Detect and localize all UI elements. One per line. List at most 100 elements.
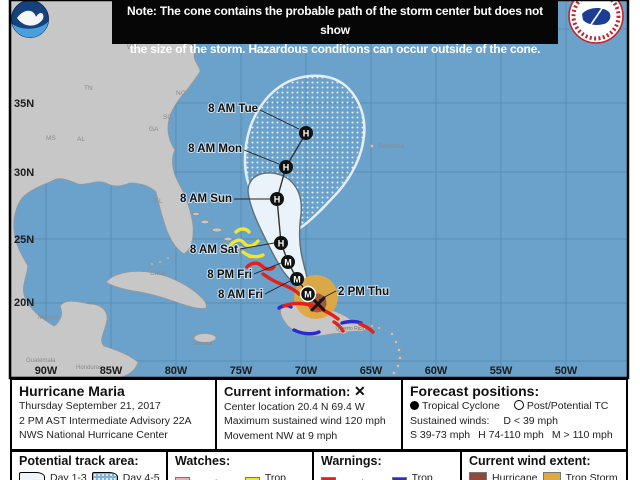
- marker-letter: M: [293, 274, 301, 284]
- place-label: MS: [46, 135, 56, 142]
- marker-letter: H: [274, 194, 281, 204]
- lon-label: 50W: [555, 365, 578, 377]
- trop-storm-watch-segments: [227, 227, 265, 259]
- storm-info-panel: Hurricane Maria Thursday September 21, 2…: [12, 380, 217, 449]
- track-time-label: 8 PM Fri: [207, 269, 252, 281]
- wind-category-d: D < 39 mph: [503, 414, 558, 427]
- max-sustained-wind: Maximum sustained wind 120 mph: [224, 415, 386, 428]
- lon-label: 70W: [295, 365, 318, 377]
- day1-3-label: Day 1-3: [50, 472, 87, 480]
- latitude-labels: 35N 30N 25N 20N: [14, 98, 34, 309]
- tropical-cyclone-dot-icon: [410, 401, 419, 411]
- advisory-date: Thursday September 21, 2017: [19, 400, 161, 413]
- place-labels: WV TN NC SC GA MS AL FL Mexico Cuba Jama…: [26, 44, 405, 371]
- wind-category-s: S 39-73 mph: [410, 429, 471, 442]
- legend-track-area: Potential track area: Day 1-3 Day 4-5: [12, 452, 168, 480]
- nws-logo-icon: [568, 0, 624, 44]
- track-time-label: 8 AM Tue: [208, 103, 258, 115]
- trop-storm-watch-swatch: [245, 477, 260, 480]
- advisory-info-bar: Hurricane Maria Thursday September 21, 2…: [10, 378, 628, 451]
- place-label: WV: [127, 44, 138, 51]
- marker-letter: H: [278, 238, 285, 248]
- trop-storm-warning-label: Trop Storm: [411, 471, 433, 480]
- hurricane-warning-segments: [245, 261, 375, 334]
- post-tc-label: Post/Potential TC: [526, 400, 609, 413]
- track-time-label: 8 AM Sun: [180, 193, 232, 205]
- trop-storm-wind-extent-label: Trop Storm: [565, 472, 618, 480]
- marker-letter: M: [304, 289, 312, 299]
- longitude-labels: 90W 85W 80W 75W 70W 65W 60W 55W 50W: [35, 365, 578, 377]
- lon-label: 55W: [490, 365, 513, 377]
- forecast-positions-panel: Forecast positions: Tropical Cyclone Post…: [403, 380, 626, 449]
- place-label: Mexico: [38, 314, 59, 321]
- forecast-position-markers: M M M H H H H: [270, 126, 317, 303]
- current-position-symbol: ✕: [354, 383, 366, 399]
- storm-title: Hurricane Maria: [19, 383, 125, 399]
- hurricane-watch-label: Hurricane: [195, 478, 241, 480]
- note-line-2: the size of the storm. Hazardous conditi…: [129, 42, 541, 57]
- place-label: NC: [176, 90, 186, 97]
- trop-storm-warning-swatch: [391, 477, 407, 480]
- place-label: Bermuda: [378, 143, 405, 150]
- hurricane-symbol-icon: [310, 296, 326, 312]
- trop-storm-watch-label: Trop Storm: [264, 471, 287, 480]
- marker-letter: M: [284, 257, 292, 267]
- advisory-number: 2 PM AST Intermediate Advisory 22A: [19, 414, 192, 427]
- movement: Movement NW at 9 mph: [224, 429, 338, 442]
- forecast-positions-title: Forecast positions:: [410, 383, 540, 399]
- lon-label: 65W: [360, 365, 383, 377]
- hurricane-watch-swatch: [175, 477, 190, 480]
- lon-label: 60W: [425, 365, 448, 377]
- place-label: FL: [155, 198, 163, 205]
- post-tc-circle-icon: [513, 400, 524, 411]
- lon-label: 75W: [230, 365, 253, 377]
- track-area-title: Potential track area:: [19, 454, 139, 468]
- hurricane-warning-label: Hurricane: [341, 478, 387, 480]
- marker-letter: H: [303, 128, 310, 138]
- track-time-label: 8 AM Fri: [218, 289, 263, 301]
- day4-5-label: Day 4-5: [122, 472, 160, 480]
- sustained-winds-label: Sustained winds:: [410, 414, 490, 427]
- legend-bar: Potential track area: Day 1-3 Day 4-5 Wa…: [10, 450, 628, 480]
- place-label: Jamaica: [192, 341, 213, 347]
- lon-label: 90W: [35, 365, 58, 377]
- place-label: Cuba: [150, 270, 166, 277]
- lat-label: 20N: [14, 297, 34, 309]
- warnings-title: Warnings:: [321, 454, 382, 468]
- place-label: GA: [149, 126, 159, 133]
- hurricane-wind-extent-label: Hurricane: [492, 472, 538, 480]
- lat-label: 30N: [14, 167, 34, 179]
- cone-day1-3-icon: [19, 471, 45, 480]
- place-label: TN: [84, 85, 93, 92]
- track-time-label: 2 PM Thu: [338, 286, 389, 298]
- hurricane-warning-swatch: [321, 477, 337, 480]
- track-time-label: 8 AM Sat: [190, 244, 238, 256]
- lon-label: 80W: [165, 365, 188, 377]
- track-time-labels: 2 PM Thu 8 AM Fri 8 PM Fri 8 AM Sat 8 AM…: [179, 102, 390, 302]
- label-leader-lines: [234, 109, 337, 301]
- current-info-panel: Current information: ✕ Center location 2…: [217, 380, 403, 449]
- center-location: Center location 20.4 N 69.4 W: [224, 400, 365, 413]
- lat-label: 25N: [14, 234, 34, 246]
- wind-category-h: H 74-110 mph: [478, 429, 544, 442]
- wind-category-m: M > 110 mph: [551, 429, 613, 442]
- legend-watches: Watches: Hurricane Trop Storm: [168, 452, 314, 480]
- lat-label: 35N: [14, 98, 34, 110]
- landmass: [11, 0, 402, 377]
- place-label: Guatemala: [26, 358, 56, 364]
- lon-label: 85W: [100, 365, 123, 377]
- place-label: Honduras: [76, 365, 102, 371]
- note-banner: Note: The cone contains the probable pat…: [112, 0, 558, 56]
- current-info-title: Current information:: [224, 384, 351, 399]
- watches-title: Watches:: [175, 454, 231, 468]
- hurricane-wind-extent-swatch: [469, 471, 487, 480]
- marker-letter: H: [283, 162, 290, 172]
- wind-extent-title: Current wind extent:: [469, 454, 591, 468]
- place-label: AL: [77, 136, 85, 143]
- trop-storm-wind-extent-swatch: [542, 471, 561, 480]
- note-line-1: Note: The cone contains the probable pat…: [127, 4, 543, 38]
- place-label: Puerto Rico: [338, 326, 364, 332]
- track-time-label: 8 AM Mon: [188, 143, 242, 155]
